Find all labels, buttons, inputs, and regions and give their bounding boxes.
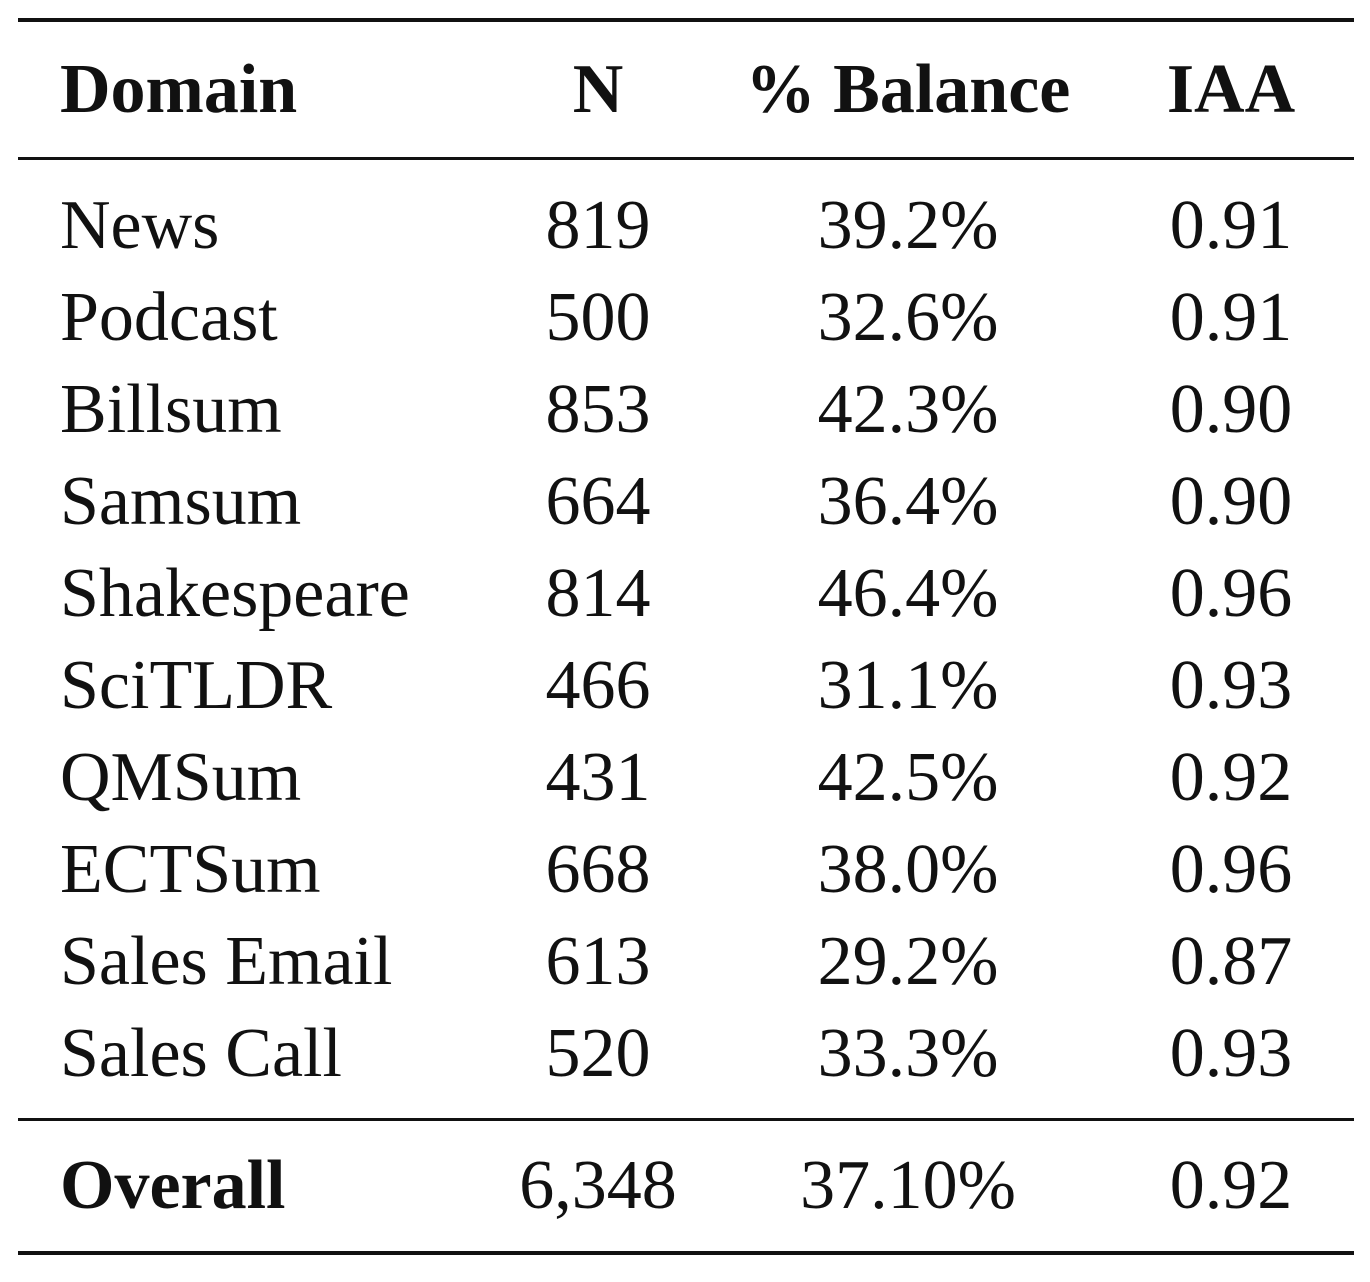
cell-balance: 29.2% bbox=[817, 923, 999, 1000]
cell-iaa: 0.92 bbox=[1169, 739, 1293, 816]
overall-balance: 37.10% bbox=[800, 1147, 1016, 1224]
cell-n: 520 bbox=[545, 1015, 651, 1092]
table-row: Sales Email 613 29.2% 0.87 bbox=[18, 916, 1354, 1008]
overall-rule bbox=[18, 1118, 1354, 1121]
table-row: Samsum 664 36.4% 0.90 bbox=[18, 456, 1354, 548]
table-row: ECTSum 668 38.0% 0.96 bbox=[18, 824, 1354, 916]
cell-iaa: 0.93 bbox=[1169, 647, 1293, 724]
cell-iaa: 0.96 bbox=[1169, 555, 1293, 632]
overall-row: Overall 6,348 37.10% 0.92 bbox=[18, 1121, 1354, 1251]
cell-n: 819 bbox=[545, 187, 651, 264]
cell-balance: 46.4% bbox=[817, 555, 999, 632]
header-n: N bbox=[572, 50, 624, 128]
cell-iaa: 0.90 bbox=[1169, 463, 1293, 540]
table-row: SciTLDR 466 31.1% 0.93 bbox=[18, 640, 1354, 732]
cell-domain: ECTSum bbox=[60, 831, 321, 908]
cell-balance: 31.1% bbox=[817, 647, 999, 724]
cell-n: 466 bbox=[545, 647, 651, 724]
cell-iaa: 0.90 bbox=[1169, 371, 1293, 448]
overall-n: 6,348 bbox=[519, 1147, 677, 1224]
cell-domain: News bbox=[60, 187, 220, 264]
cell-domain: Billsum bbox=[60, 371, 282, 448]
cell-domain: Sales Email bbox=[60, 923, 393, 1000]
bottom-rule bbox=[18, 1251, 1354, 1255]
cell-balance: 36.4% bbox=[817, 463, 999, 540]
table-row: Podcast 500 32.6% 0.91 bbox=[18, 272, 1354, 364]
cell-domain: Podcast bbox=[60, 279, 278, 356]
cell-n: 853 bbox=[545, 371, 651, 448]
table-row: Shakespeare 814 46.4% 0.96 bbox=[18, 548, 1354, 640]
header-balance: % Balance bbox=[745, 50, 1071, 128]
cell-iaa: 0.87 bbox=[1169, 923, 1293, 1000]
cell-n: 664 bbox=[545, 463, 651, 540]
cell-domain: QMSum bbox=[60, 739, 302, 816]
cell-n: 613 bbox=[545, 923, 651, 1000]
cell-n: 431 bbox=[545, 739, 651, 816]
table-row: QMSum 431 42.5% 0.92 bbox=[18, 732, 1354, 824]
cell-iaa: 0.91 bbox=[1169, 279, 1293, 356]
cell-n: 668 bbox=[545, 831, 651, 908]
cell-balance: 32.6% bbox=[817, 279, 999, 356]
cell-n: 814 bbox=[545, 555, 651, 632]
overall-domain: Overall bbox=[60, 1147, 286, 1224]
header-rule bbox=[18, 157, 1354, 160]
overall-iaa: 0.92 bbox=[1169, 1147, 1293, 1224]
cell-balance: 33.3% bbox=[817, 1015, 999, 1092]
cell-domain: Sales Call bbox=[60, 1015, 342, 1092]
table-row: News 819 39.2% 0.91 bbox=[18, 180, 1354, 272]
table-row: Sales Call 520 33.3% 0.93 bbox=[18, 1008, 1354, 1100]
cell-balance: 42.5% bbox=[817, 739, 999, 816]
data-table: Domain N % Balance IAA News 819 39.2% 0.… bbox=[18, 18, 1354, 1255]
table-row: Billsum 853 42.3% 0.90 bbox=[18, 364, 1354, 456]
header-domain: Domain bbox=[60, 50, 298, 128]
cell-balance: 39.2% bbox=[817, 187, 999, 264]
cell-iaa: 0.96 bbox=[1169, 831, 1293, 908]
header-row: Domain N % Balance IAA bbox=[18, 22, 1354, 157]
cell-n: 500 bbox=[545, 279, 651, 356]
cell-domain: Samsum bbox=[60, 463, 302, 540]
cell-domain: SciTLDR bbox=[60, 647, 333, 724]
top-rule bbox=[18, 18, 1354, 22]
cell-domain: Shakespeare bbox=[60, 555, 410, 632]
cell-balance: 42.3% bbox=[817, 371, 999, 448]
cell-iaa: 0.91 bbox=[1169, 187, 1293, 264]
cell-balance: 38.0% bbox=[817, 831, 999, 908]
header-iaa: IAA bbox=[1166, 50, 1296, 128]
cell-iaa: 0.93 bbox=[1169, 1015, 1293, 1092]
